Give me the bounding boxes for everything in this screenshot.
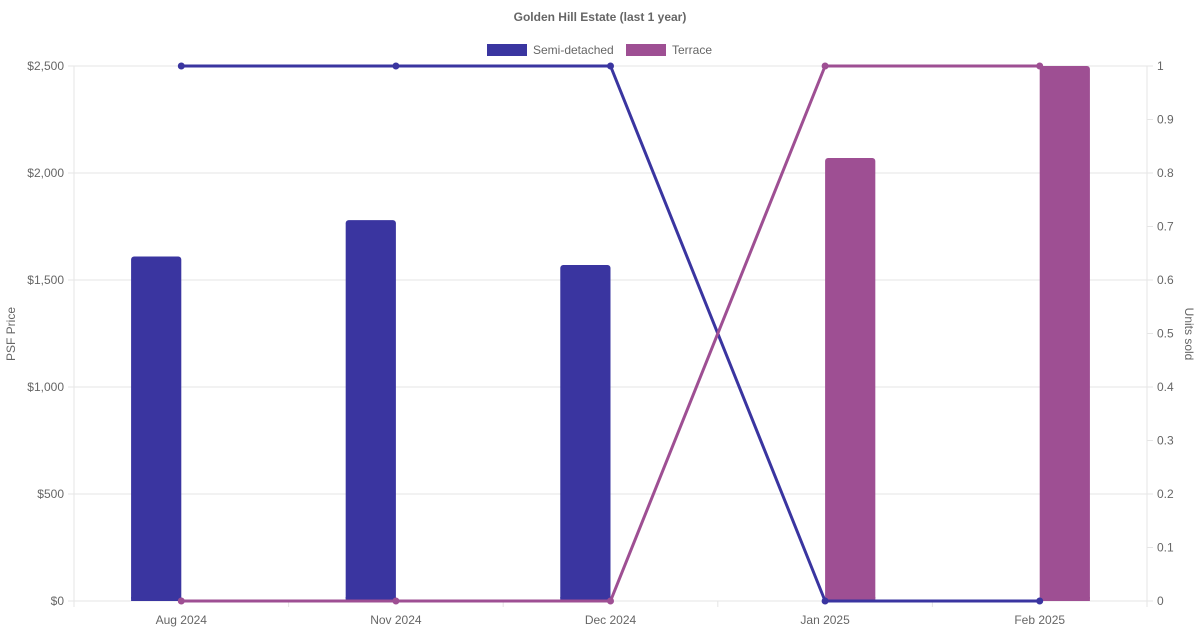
y-axis-right-title: Units sold [1182, 308, 1196, 361]
y-left-tick-label: $2,500 [27, 59, 64, 73]
y-right-tick-label: 0 [1157, 594, 1164, 608]
bar-base-semi-detached [345, 597, 396, 601]
bar-semi-detached [560, 265, 611, 601]
point-semi-detached [1036, 597, 1044, 605]
point-terrace [821, 62, 829, 70]
points [177, 62, 1044, 605]
y-right-tick-label: 0.4 [1157, 380, 1174, 394]
bar-terrace [1039, 66, 1090, 601]
legend-swatch-terrace [626, 44, 666, 56]
y-right-tick-label: 0.1 [1157, 541, 1174, 555]
x-tick-label: Feb 2025 [1014, 613, 1065, 627]
y-right-tick-label: 0.8 [1157, 166, 1174, 180]
x-tick-label: Nov 2024 [370, 613, 422, 627]
y-left-tick-label: $1,000 [27, 380, 64, 394]
y-left-tick-label: $2,000 [27, 166, 64, 180]
legend-label-semi-detached: Semi-detached [533, 43, 614, 57]
point-semi-detached [392, 62, 400, 70]
y-left-tick-label: $0 [51, 594, 65, 608]
bars [131, 66, 1090, 601]
y-left-tick-label: $1,500 [27, 273, 64, 287]
point-semi-detached [607, 62, 614, 70]
point-terrace [1036, 62, 1044, 70]
point-terrace [607, 597, 614, 605]
y-right-tick-label: 0.3 [1157, 434, 1174, 448]
y-right-tick-label: 0.7 [1157, 220, 1174, 234]
bar-base-semi-detached [560, 597, 611, 601]
y-right-tick-label: 0.6 [1157, 273, 1174, 287]
chart-title: Golden Hill Estate (last 1 year) [514, 10, 687, 24]
legend-label-terrace: Terrace [672, 43, 712, 57]
y-axis-left-title: PSF Price [4, 307, 18, 361]
x-tick-label: Dec 2024 [585, 613, 637, 627]
y-right-tick-label: 0.9 [1157, 113, 1174, 127]
y-right-tick-label: 1 [1157, 59, 1164, 73]
point-semi-detached [821, 597, 829, 605]
bar-base-semi-detached [131, 597, 182, 601]
bar-semi-detached [131, 256, 182, 601]
bar-semi-detached [345, 220, 396, 601]
x-tick-label: Aug 2024 [156, 613, 208, 627]
point-semi-detached [177, 62, 185, 70]
x-tick-label: Jan 2025 [800, 613, 850, 627]
axes: $0 $500 $1,000 $1,500 $2,000 $2,500 0 0.1 0.2 0.3… [27, 59, 1174, 627]
y-left-tick-label: $500 [37, 487, 64, 501]
bar-base-terrace [825, 597, 876, 601]
bar-base-terrace [1039, 597, 1090, 601]
bar-terrace [825, 158, 876, 601]
point-terrace [392, 597, 400, 605]
legend-swatch-semi-detached [487, 44, 527, 56]
legend: Semi-detached Terrace [487, 43, 712, 57]
y-right-tick-label: 0.2 [1157, 487, 1174, 501]
y-right-tick-label: 0.5 [1157, 327, 1174, 341]
point-terrace [177, 597, 185, 605]
